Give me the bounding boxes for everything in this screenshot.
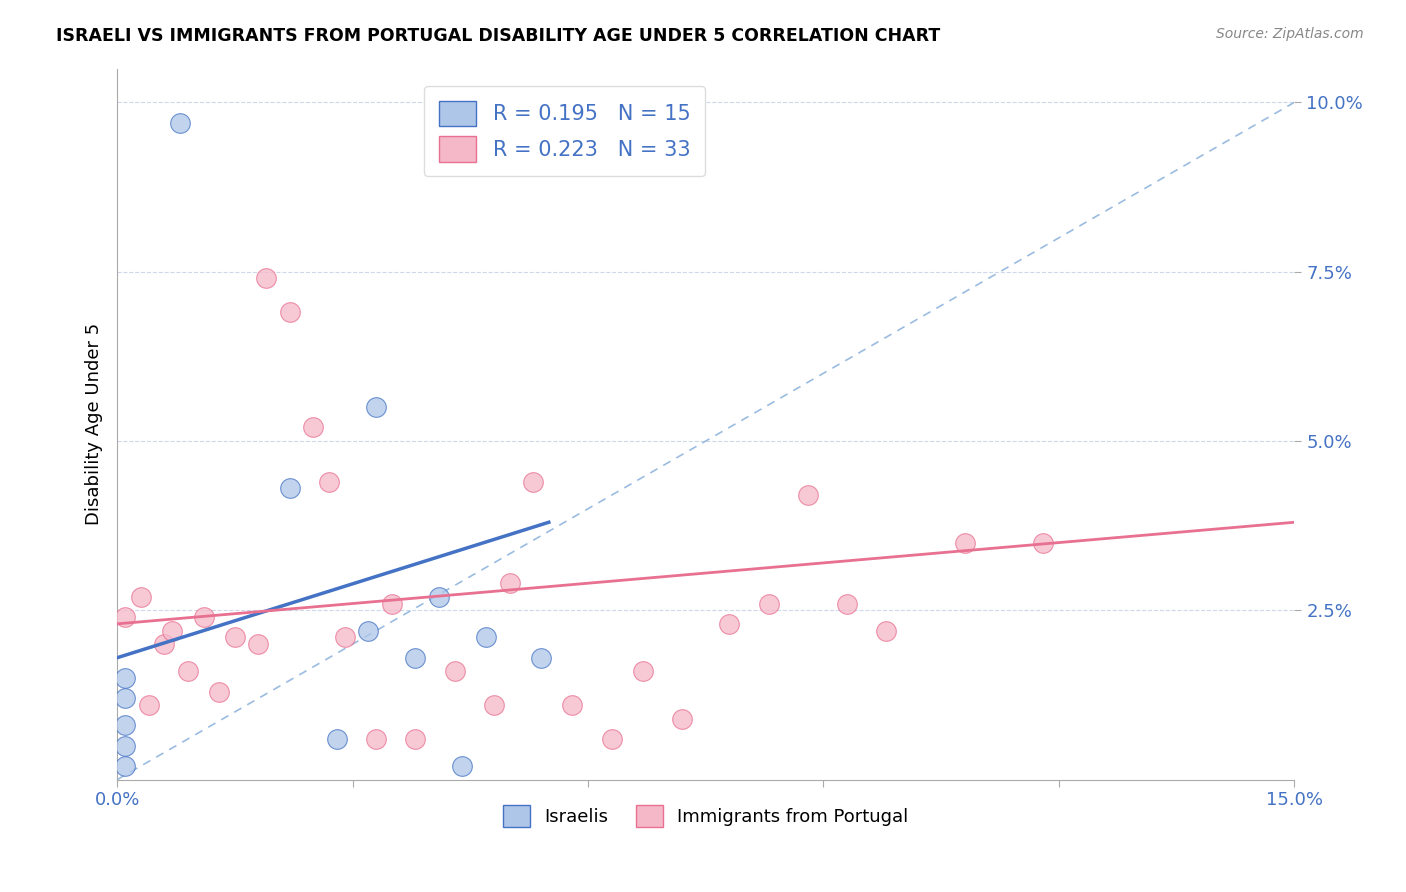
Israelis — [278, 482, 301, 496]
Immigrants from Portugal — [247, 637, 270, 651]
Immigrants from Portugal — [381, 597, 404, 611]
Immigrants from Portugal — [953, 535, 976, 549]
Immigrants from Portugal — [404, 731, 426, 746]
Immigrants from Portugal — [224, 631, 246, 645]
Israelis — [530, 650, 553, 665]
Immigrants from Portugal — [138, 698, 160, 712]
Immigrants from Portugal — [114, 610, 136, 624]
Israelis — [451, 759, 474, 773]
Israelis — [475, 631, 498, 645]
Immigrants from Portugal — [1032, 535, 1054, 549]
Immigrants from Portugal — [254, 271, 277, 285]
Immigrants from Portugal — [600, 731, 623, 746]
Immigrants from Portugal — [443, 665, 465, 679]
Israelis — [366, 400, 388, 414]
Immigrants from Portugal — [758, 597, 780, 611]
Text: ISRAELI VS IMMIGRANTS FROM PORTUGAL DISABILITY AGE UNDER 5 CORRELATION CHART: ISRAELI VS IMMIGRANTS FROM PORTUGAL DISA… — [56, 27, 941, 45]
Israelis — [427, 590, 450, 604]
Legend: Israelis, Immigrants from Portugal: Israelis, Immigrants from Portugal — [496, 798, 915, 835]
Immigrants from Portugal — [498, 576, 520, 591]
Immigrants from Portugal — [522, 475, 544, 489]
Israelis — [169, 116, 191, 130]
Israelis — [357, 624, 380, 638]
Israelis — [114, 718, 136, 732]
Immigrants from Portugal — [366, 731, 388, 746]
Immigrants from Portugal — [718, 616, 741, 631]
Immigrants from Portugal — [278, 305, 301, 319]
Israelis — [114, 759, 136, 773]
Immigrants from Portugal — [797, 488, 820, 502]
Immigrants from Portugal — [671, 712, 693, 726]
Immigrants from Portugal — [160, 624, 183, 638]
Immigrants from Portugal — [631, 665, 654, 679]
Immigrants from Portugal — [875, 624, 897, 638]
Immigrants from Portugal — [193, 610, 215, 624]
Y-axis label: Disability Age Under 5: Disability Age Under 5 — [86, 323, 103, 525]
Israelis — [114, 671, 136, 685]
Immigrants from Portugal — [482, 698, 505, 712]
Immigrants from Portugal — [333, 631, 356, 645]
Immigrants from Portugal — [177, 665, 200, 679]
Immigrants from Portugal — [129, 590, 152, 604]
Immigrants from Portugal — [153, 637, 176, 651]
Israelis — [326, 731, 349, 746]
Text: Source: ZipAtlas.com: Source: ZipAtlas.com — [1216, 27, 1364, 41]
Israelis — [114, 691, 136, 706]
Immigrants from Portugal — [302, 420, 325, 434]
Israelis — [404, 650, 426, 665]
Immigrants from Portugal — [835, 597, 858, 611]
Immigrants from Portugal — [208, 684, 231, 698]
Immigrants from Portugal — [318, 475, 340, 489]
Israelis — [114, 739, 136, 753]
Immigrants from Portugal — [561, 698, 583, 712]
